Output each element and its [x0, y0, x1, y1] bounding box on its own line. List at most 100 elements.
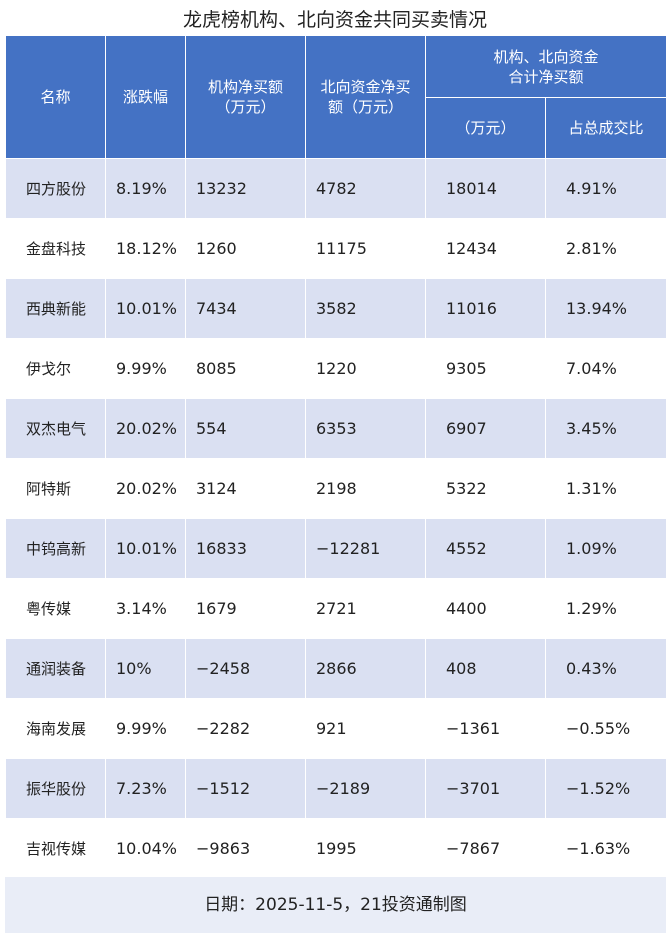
cell-inst-net-buy: 1679	[185, 578, 306, 639]
cell-change: 9.99%	[105, 698, 186, 759]
cell-combined-share: 2.81%	[544, 218, 668, 279]
cell-inst-net-buy: −2282	[185, 698, 306, 759]
cell-change: 10.04%	[105, 818, 186, 879]
cell-combined-share: −1.52%	[544, 758, 668, 819]
cell-change: 9.99%	[105, 338, 186, 399]
cell-inst-net-buy: 13232	[185, 158, 306, 219]
cell-change: 20.02%	[105, 458, 186, 519]
cell-combined-amount: 408	[425, 638, 546, 699]
table-row: 双杰电气 20.02% 554 6353 6907 3.45%	[5, 398, 668, 459]
cell-north-net-buy: 921	[305, 698, 426, 759]
cell-combined-share: 1.29%	[544, 578, 668, 639]
cell-combined-amount: −1361	[425, 698, 546, 759]
cell-north-net-buy: 2721	[305, 578, 426, 639]
cell-combined-amount: 4552	[425, 518, 546, 579]
cell-change: 10.01%	[105, 278, 186, 339]
cell-name: 粤传媒	[5, 578, 106, 639]
cell-inst-net-buy: 3124	[185, 458, 306, 519]
cell-north-net-buy: 1220	[305, 338, 426, 399]
table-row: 西典新能 10.01% 7434 3582 11016 13.94%	[5, 278, 668, 339]
cell-change: 8.19%	[105, 158, 186, 219]
table-body: 四方股份 8.19% 13232 4782 18014 4.91% 金盘科技 18.12% 12…	[5, 158, 668, 879]
header-north-line2: 额（万元）	[327, 98, 403, 116]
table-row: 伊戈尔 9.99% 8085 1220 9305 7.04%	[5, 338, 668, 399]
header-north-line1: 北向资金净买	[320, 78, 411, 96]
table-row: 四方股份 8.19% 13232 4782 18014 4.91%	[5, 158, 668, 219]
table-row: 中钨高新 10.01% 16833 −12281 4552 1.09%	[5, 518, 668, 579]
cell-combined-share: −1.63%	[544, 818, 668, 879]
header-inst-net-buy: 机构净买额 （万元）	[185, 35, 306, 159]
footer-date-credit: 日期：2025-11-5，21投资通制图	[5, 876, 666, 933]
header-name: 名称	[5, 35, 106, 159]
cell-north-net-buy: 11175	[305, 218, 426, 279]
table-row: 振华股份 7.23% −1512 −2189 −3701 −1.52%	[5, 758, 668, 819]
cell-name: 海南发展	[5, 698, 106, 759]
cell-inst-net-buy: 554	[185, 398, 306, 459]
cell-change: 10.01%	[105, 518, 186, 579]
cell-combined-amount: 5322	[425, 458, 546, 519]
cell-change: 3.14%	[105, 578, 186, 639]
cell-combined-share: 1.31%	[544, 458, 668, 519]
cell-name: 金盘科技	[5, 218, 106, 279]
header-combined-line2: 合计净买额	[508, 67, 584, 86]
cell-combined-amount: 6907	[425, 398, 546, 459]
table-row: 海南发展 9.99% −2282 921 −1361 −0.55%	[5, 698, 668, 759]
cell-north-net-buy: 6353	[305, 398, 426, 459]
header-combined-share: 占总成交比	[544, 97, 668, 159]
cell-combined-amount: −3701	[425, 758, 546, 819]
cell-combined-share: −0.55%	[544, 698, 668, 759]
table-row: 粤传媒 3.14% 1679 2721 4400 1.29%	[5, 578, 668, 639]
header-combined-line1: 机构、北向资金	[493, 47, 599, 66]
table-row: 吉视传媒 10.04% −9863 1995 −7867 −1.63%	[5, 818, 668, 879]
cell-combined-share: 13.94%	[544, 278, 668, 339]
cell-inst-net-buy: −9863	[185, 818, 306, 879]
page-title: 龙虎榜机构、北向资金共同买卖情况	[182, 9, 487, 31]
cell-north-net-buy: 1995	[305, 818, 426, 879]
cell-name: 伊戈尔	[5, 338, 106, 399]
cell-combined-share: 3.45%	[544, 398, 668, 459]
header-inst-line1: 机构净买额	[207, 78, 283, 96]
table-row: 金盘科技 18.12% 1260 11175 12434 2.81%	[5, 218, 668, 279]
cell-inst-net-buy: −1512	[185, 758, 306, 819]
cell-change: 18.12%	[105, 218, 186, 279]
data-table: 名称 涨跌幅 机构净买额 （万元） 北向资金净买 额（万元） 机构、北向资金 合…	[5, 35, 668, 879]
cell-inst-net-buy: 7434	[185, 278, 306, 339]
cell-combined-share: 1.09%	[544, 518, 668, 579]
cell-change: 20.02%	[105, 398, 186, 459]
cell-name: 通润装备	[5, 638, 106, 699]
cell-north-net-buy: 3582	[305, 278, 426, 339]
header-combined-amount: （万元）	[425, 97, 546, 159]
cell-combined-share: 4.91%	[544, 158, 668, 219]
header-change: 涨跌幅	[105, 35, 186, 159]
table-row: 通润装备 10% −2458 2866 408 0.43%	[5, 638, 668, 699]
cell-combined-share: 0.43%	[544, 638, 668, 699]
cell-combined-amount: 18014	[425, 158, 546, 219]
cell-north-net-buy: 2866	[305, 638, 426, 699]
cell-inst-net-buy: 16833	[185, 518, 306, 579]
cell-north-net-buy: −2189	[305, 758, 426, 819]
cell-combined-amount: −7867	[425, 818, 546, 879]
header-combined: 机构、北向资金 合计净买额	[424, 35, 668, 98]
cell-name: 振华股份	[5, 758, 106, 819]
cell-combined-amount: 4400	[425, 578, 546, 639]
cell-inst-net-buy: 1260	[185, 218, 306, 279]
cell-combined-amount: 9305	[425, 338, 546, 399]
table-row: 阿特斯 20.02% 3124 2198 5322 1.31%	[5, 458, 668, 519]
cell-name: 中钨高新	[5, 518, 106, 579]
cell-north-net-buy: 4782	[305, 158, 426, 219]
data-table-container: 名称 涨跌幅 机构净买额 （万元） 北向资金净买 额（万元） 机构、北向资金 合…	[5, 35, 668, 879]
cell-change: 7.23%	[105, 758, 186, 819]
cell-name: 吉视传媒	[5, 818, 106, 879]
table-header: 名称 涨跌幅 机构净买额 （万元） 北向资金净买 额（万元） 机构、北向资金 合…	[5, 35, 668, 159]
header-north-net-buy: 北向资金净买 额（万元）	[305, 35, 426, 159]
header-inst-line2: （万元）	[215, 98, 276, 116]
cell-inst-net-buy: 8085	[185, 338, 306, 399]
cell-name: 西典新能	[5, 278, 106, 339]
cell-name: 阿特斯	[5, 458, 106, 519]
cell-change: 10%	[105, 638, 186, 699]
cell-north-net-buy: 2198	[305, 458, 426, 519]
cell-name: 双杰电气	[5, 398, 106, 459]
cell-inst-net-buy: −2458	[185, 638, 306, 699]
cell-name: 四方股份	[5, 158, 106, 219]
cell-north-net-buy: −12281	[305, 518, 426, 579]
